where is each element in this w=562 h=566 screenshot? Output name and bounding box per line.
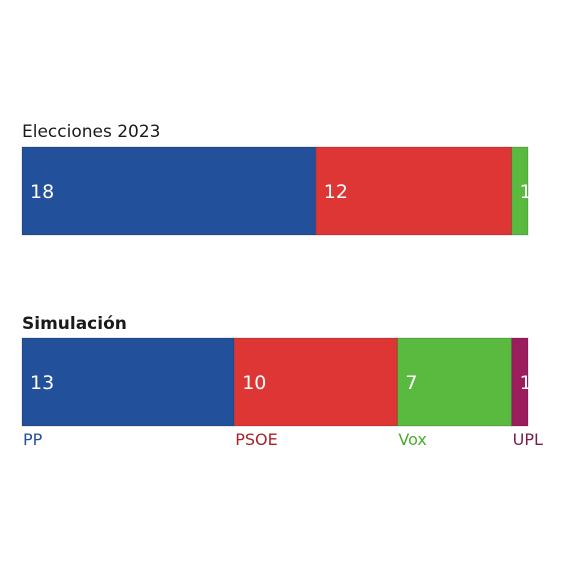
data-label-simulacion-pp: 13 xyxy=(30,372,54,394)
legend-label-vox: Vox xyxy=(398,430,426,449)
bar-segment-simulacion-psoe xyxy=(233,337,398,427)
data-label-simulacion-psoe: 10 xyxy=(242,372,266,394)
bar-segment-2023-psoe xyxy=(315,146,513,236)
data-label-2023-vox: 1 xyxy=(520,181,532,203)
bar-segment-2023-pp xyxy=(21,146,317,236)
legend-label-upl: UPL xyxy=(513,430,543,449)
data-label-simulacion-upl: 1 xyxy=(520,372,532,394)
data-label-2023-pp: 18 xyxy=(30,181,54,203)
legend-label-psoe: PSOE xyxy=(235,430,278,449)
legend-label-pp: PP xyxy=(23,430,43,449)
data-label-simulacion-vox: 7 xyxy=(405,372,417,394)
row-title-2023: Elecciones 2023 xyxy=(22,122,161,142)
row-title-simulacion: Simulación xyxy=(22,314,127,334)
bar-segment-simulacion-pp xyxy=(21,337,235,427)
bar-segment-2023-vox xyxy=(511,146,529,236)
bar-segment-simulacion-upl xyxy=(511,337,529,427)
bar-segment-simulacion-vox xyxy=(396,337,513,427)
data-label-2023-psoe: 12 xyxy=(324,181,348,203)
